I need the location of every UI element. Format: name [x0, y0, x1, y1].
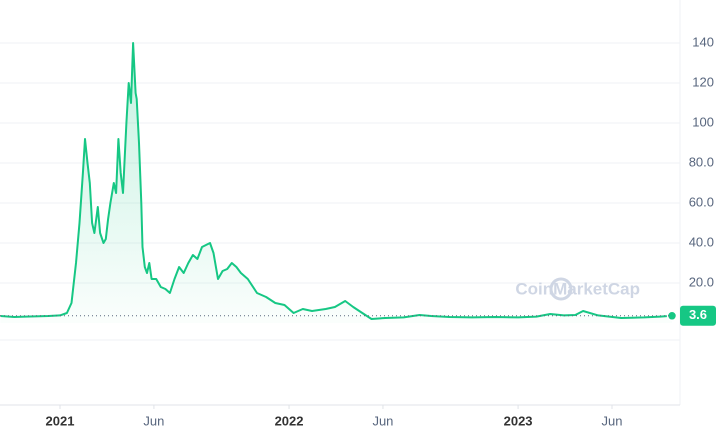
current-price-label: 3.6	[689, 307, 707, 322]
y-tick-label: 40.0	[689, 234, 714, 249]
y-tick-label: 20.0	[689, 274, 714, 289]
x-tick-label: 2022	[275, 413, 304, 428]
watermark: CoinMarketCap	[515, 279, 640, 298]
last-point	[666, 310, 678, 322]
y-tick-label: 140	[692, 34, 714, 49]
x-tick-label: Jun	[602, 413, 623, 428]
x-tick-label: Jun	[143, 413, 164, 428]
y-tick-label: 60.0	[689, 194, 714, 209]
watermark-logo	[549, 277, 573, 301]
price-area	[0, 43, 673, 323]
x-tick-label: 2023	[504, 413, 533, 428]
price-line	[0, 42, 673, 320]
x-tick-label: Jun	[372, 413, 393, 428]
current-price-badge	[680, 305, 716, 326]
y-tick-label: 100	[692, 114, 714, 129]
y-tick-label: 120	[692, 74, 714, 89]
y-tick-label: 80.0	[689, 154, 714, 169]
x-tick-label: 2021	[46, 413, 75, 428]
